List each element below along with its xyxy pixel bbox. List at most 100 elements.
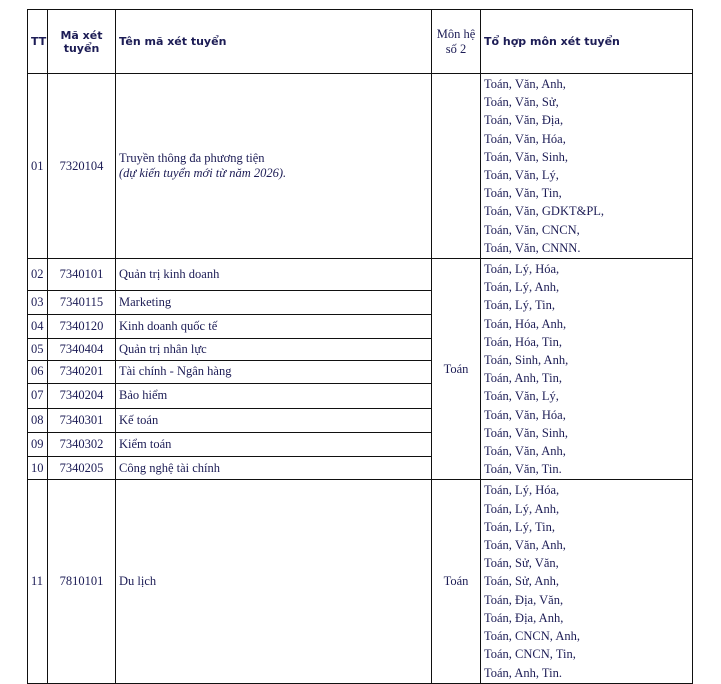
admission-table: TT Mã xét tuyển Tên mã xét tuyển Môn hệ … [27,9,693,684]
combo-item: Toán, Địa, Anh, [484,610,564,625]
program-name-text: Kế toán [119,413,159,428]
header-subject-x2: Môn hệ số 2 [431,9,481,74]
combo-item: Toán, Sử, Anh, [484,574,559,589]
row-number: 04 [27,314,48,339]
program-name-text: Tài chính - Ngân hàng [119,364,232,379]
subject-x2: Toán [431,258,481,481]
program-name: Tài chính - Ngân hàng [115,359,432,384]
program-name: Marketing [115,290,432,316]
program-name-text: Kiểm toán [119,437,172,452]
row-number: 11 [27,479,48,684]
row-number: 01 [27,72,48,260]
row-number: 02 [27,258,48,292]
table-row: 10 7340205 Công nghệ tài chính [27,456,693,481]
combo-item: Toán, Văn, Lý, [484,168,559,183]
combo-item: Toán, Văn, Anh, [484,77,566,91]
combo-item: Toán, Lý, Hóa, [484,483,560,498]
combo-item: Toán, Văn, Tin. [484,462,562,477]
combo-item: Toán, Anh, Tin. [484,665,562,680]
row-number: 10 [27,456,48,481]
combo-item: Toán, Hóa, Tin, [484,334,562,349]
combo-item: Toán, Lý, Hóa, [484,262,560,277]
program-name-text: Bảo hiểm [119,388,168,403]
combo-item: Toán, Văn, Địa, [484,113,564,128]
admission-code: 7340115 [47,290,116,316]
combo-item: Toán, Văn, CNCN, [484,222,580,237]
program-name-text: Kinh doanh quốc tế [119,318,218,333]
table-row: 05 7340404 Quản trị nhân lực [27,337,693,361]
program-name: Du lịch [115,479,432,684]
combo-item: Toán, Văn, Sinh, [484,149,568,164]
table-row: 08 7340301 Kế toán [27,407,693,434]
combo-item: Toán, CNCN, Tin, [484,647,576,662]
program-name: Bảo hiểm [115,382,432,409]
program-name-text: Marketing [119,295,172,310]
program-name: Quản trị nhân lực [115,337,432,361]
combo-item: Toán, Lý, Anh, [484,280,560,295]
subject-combos: Toán, Văn, Anh, Toán, Văn, Sử, Toán, Văn, … [480,72,693,260]
admission-code: 7320104 [47,72,116,260]
table-row: 06 7340201 Tài chính - Ngân hàng [27,359,693,384]
combo-item: Toán, Hóa, Anh, [484,316,567,331]
admission-code: 7340205 [47,456,116,481]
header-combos: Tổ hợp môn xét tuyển [480,9,693,74]
header-code: Mã xét tuyển [47,9,116,74]
program-name: Kiểm toán [115,432,432,458]
header-tt: TT [27,9,48,74]
subject-x2: Toán [431,479,481,684]
combo-item: Toán, Văn, Sinh, [484,425,568,440]
combo-item: Toán, Văn, Anh, [484,538,566,553]
combo-item: Toán, Văn, Hóa, [484,131,566,146]
subject-x2 [431,72,481,260]
combo-item: Toán, Sinh, Anh, [484,353,569,368]
combo-item: Toán, Anh, Tin, [484,371,562,386]
admission-code: 7340201 [47,359,116,384]
combo-item: Toán, CNCN, Anh, [484,629,581,644]
row-number: 09 [27,432,48,458]
row-number: 05 [27,337,48,361]
combo-item: Toán, Văn, GDKT&PL, [484,204,605,219]
combo-item: Toán, Lý, Tin, [484,298,556,313]
table-row: 03 7340115 Marketing [27,290,693,316]
admission-code: 7340404 [47,337,116,361]
combo-item: Toán, Văn, Lý, [484,389,559,404]
combo-item: Toán, Văn, Anh, [484,444,566,459]
row-number: 08 [27,407,48,434]
program-name: Quản trị kinh doanh [115,258,432,292]
admission-code: 7810101 [47,479,116,684]
combo-item: Toán, Sử, Văn, [484,556,559,571]
program-name-text: Quản trị nhân lực [119,341,207,356]
row-number: 03 [27,290,48,316]
combo-item: Toán, Lý, Anh, [484,501,560,516]
header-row: TT Mã xét tuyển Tên mã xét tuyển Môn hệ … [27,9,693,74]
program-name: Kinh doanh quốc tế [115,314,432,339]
table-row: 11 7810101 Du lịch Toán Toán, Lý, Hóa, Toán, … [27,479,693,684]
combo-item: Toán, Lý, Tin, [484,519,556,534]
program-name-text: Quản trị kinh doanh [119,267,220,282]
subject-combos: Toán, Lý, Hóa, Toán, Lý, Anh, Toán, Lý, Ti… [480,479,693,684]
combo-item: Toán, Văn, Sử, [484,95,559,110]
table-row: 04 7340120 Kinh doanh quốc tế [27,314,693,339]
program-name: Công nghệ tài chính [115,456,432,481]
admission-code: 7340101 [47,258,116,292]
table-row: 07 7340204 Bảo hiểm [27,382,693,409]
row-number: 06 [27,359,48,384]
program-name: Kế toán [115,407,432,434]
combo-item: Toán, Văn, CNNN. [484,240,581,255]
combo-item: Toán, Văn, Hóa, [484,407,566,422]
subject-combos: Toán, Lý, Hóa, Toán, Lý, Anh, Toán, Lý, Ti… [480,258,693,481]
admission-code: 7340120 [47,314,116,339]
admission-code: 7340204 [47,382,116,409]
program-name: Truyền thông đa phương tiện (dự kiến tuyể… [115,72,432,260]
program-name-text: Công nghệ tài chính [119,460,221,475]
row-number: 07 [27,382,48,409]
admission-code: 7340301 [47,407,116,434]
header-name: Tên mã xét tuyển [115,9,432,74]
table-row: 02 7340101 Quản trị kinh doanh Toán Toán, Lý… [27,258,693,481]
admission-code: 7340302 [47,432,116,458]
combo-item: Toán, Địa, Văn, [484,592,564,607]
program-name-text: Truyền thông đa phương tiện [119,151,265,166]
program-name-text: Du lịch [119,574,157,589]
combo-item: Toán, Văn, Tin, [484,186,562,201]
table-row: 01 7320104 Truyền thông đa phương tiện (dự … [27,72,693,260]
